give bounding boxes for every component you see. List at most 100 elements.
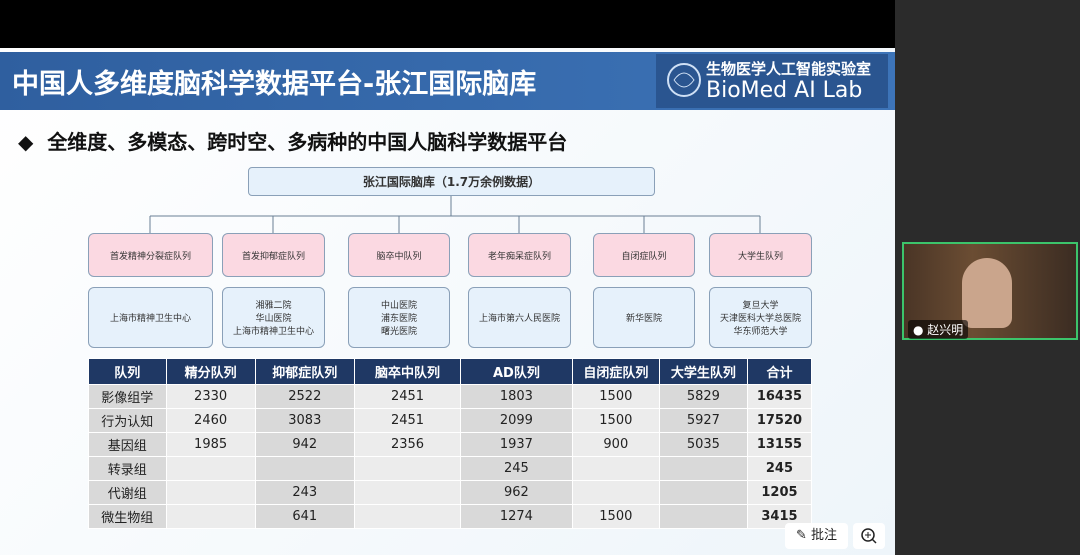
total-cell: 16435 [746,384,813,409]
cohort-box: 脑卒中队列 [348,233,450,277]
site-name: 曙光医院 [380,327,417,337]
video-tile: ● 赵兴明 [902,242,1078,340]
total-cell: 3415 [746,504,813,529]
table-cell: 5927 [658,408,748,433]
header-cell: 大学生队列 [658,358,748,385]
total-cell: 245 [746,456,813,481]
total-cell: 13155 [746,432,813,457]
logo-en: BioMed AI Lab [706,78,863,103]
site-name: 湘雅二院 [255,301,292,311]
site-name: 上海市精神卫生中心 [232,327,314,337]
table-cell: 1803 [460,384,573,409]
total-cell: 1205 [746,480,813,505]
table-cell: 3083 [254,408,356,433]
bullet: ◆ 全维度、多模态、跨时空、多病种的中国人脑科学数据平台 [18,130,568,154]
table-cell: 2099 [460,408,573,433]
participant-name-text: 赵兴明 [927,323,964,337]
table-cell: 243 [254,480,356,505]
header-cell: 自闭症队列 [571,358,660,385]
site-name: 上海市第六人民医院 [478,314,560,324]
slide: 中国人多维度脑科学数据平台-张江国际脑库 生物医学人工智能实验室 BioMed … [0,48,895,555]
table-cell: 基因组 [88,432,167,457]
table-cell: 2330 [165,384,256,409]
site-box: 新华医院 [593,287,695,348]
table-cell: 2522 [254,384,356,409]
site-box: 湘雅二院华山医院上海市精神卫生中心 [222,287,325,348]
participant-video [962,258,1012,328]
table-cell: 641 [254,504,356,529]
table-cell: 2460 [165,408,256,433]
table-cell [165,504,256,529]
cohort-box: 首发精神分裂症队列 [88,233,213,277]
table-cell: 1937 [460,432,573,457]
table-cell [165,456,256,481]
table-cell: 900 [571,432,660,457]
tree-lines [149,196,761,233]
table-cell [571,456,660,481]
site-name: 华东师范大学 [733,327,788,337]
cohort-box: 老年痴呆症队列 [468,233,571,277]
table-cell: 1500 [571,408,660,433]
table-cell [353,504,462,529]
table-cell: 942 [254,432,356,457]
site-box: 上海市精神卫生中心 [88,287,213,348]
header-cell: 抑郁症队列 [254,358,356,385]
cohort-box: 自闭症队列 [593,233,695,277]
header-cell: 队列 [88,358,167,385]
table-row: 转录组 245 245 [88,456,813,481]
zoom-button[interactable] [853,523,885,549]
site-name: 新华医院 [625,314,662,324]
logo-cn: 生物医学人工智能实验室 [706,60,872,78]
site-name: 天津医科大学总医院 [719,314,801,324]
top-bar [0,0,895,48]
table-row: 代谢组 243 962 1205 [88,480,813,505]
table-cell [165,480,256,505]
table-cell [571,480,660,505]
table-cell [254,456,356,481]
tree-root: 张江国际脑库（1.7万余例数据） [248,167,655,196]
participant-name: ● 赵兴明 [908,320,969,339]
table-cell [658,504,748,529]
cohort-box: 首发抑郁症队列 [222,233,325,277]
table-row: 影像组学 2330 2522 2451 1803 1500 5829 16435 [88,384,813,409]
cohort-box: 大学生队列 [709,233,812,277]
header-cell: 合计 [746,358,813,385]
table-cell: 5035 [658,432,748,457]
site-name: 华山医院 [255,314,292,324]
table-cell: 影像组学 [88,384,167,409]
slide-title: 中国人多维度脑科学数据平台-张江国际脑库 [12,69,537,100]
table-cell: 1500 [571,384,660,409]
table-cell: 代谢组 [88,480,167,505]
table-cell: 2451 [353,384,462,409]
total-cell: 17520 [746,408,813,433]
table-cell: 962 [460,480,573,505]
annotate-label: 批注 [811,528,838,543]
header-cell: AD队列 [460,358,573,385]
table-cell: 转录组 [88,456,167,481]
site-name: 上海市精神卫生中心 [109,314,191,324]
table-cell: 245 [460,456,573,481]
table-cell: 5829 [658,384,748,409]
table-cell [658,456,748,481]
table-cell: 2451 [353,408,462,433]
header-cell: 精分队列 [165,358,256,385]
table-cell [353,480,462,505]
site-name: 复旦大学 [742,301,779,311]
table-cell: 微生物组 [88,504,167,529]
table-cell [353,456,462,481]
site-box: 中山医院 浦东医院 曙光医院 [348,287,450,348]
logo-icon [667,63,701,97]
table-cell [658,480,748,505]
logo: 生物医学人工智能实验室 BioMed AI Lab [656,54,888,108]
table-cell: 行为认知 [88,408,167,433]
table-row: 行为认知 2460 3083 2451 2099 1500 5927 17520 [88,408,813,433]
site-name: 中山医院 [380,301,417,311]
annotate-button[interactable]: ✎ 批注 [785,523,848,549]
table-row: 基因组 1985 942 2356 1937 900 5035 13155 [88,432,813,457]
table-cell: 1500 [571,504,660,529]
zoom-icon [861,528,877,544]
bullet-text: 全维度、多模态、跨时空、多病种的中国人脑科学数据平台 [47,130,568,154]
header-cell: 脑卒中队列 [353,358,462,385]
data-table: 队列 精分队列 抑郁症队列 脑卒中队列 AD队列 自闭症队列 大学生队列 合计 影像组学 2330… [88,358,813,529]
